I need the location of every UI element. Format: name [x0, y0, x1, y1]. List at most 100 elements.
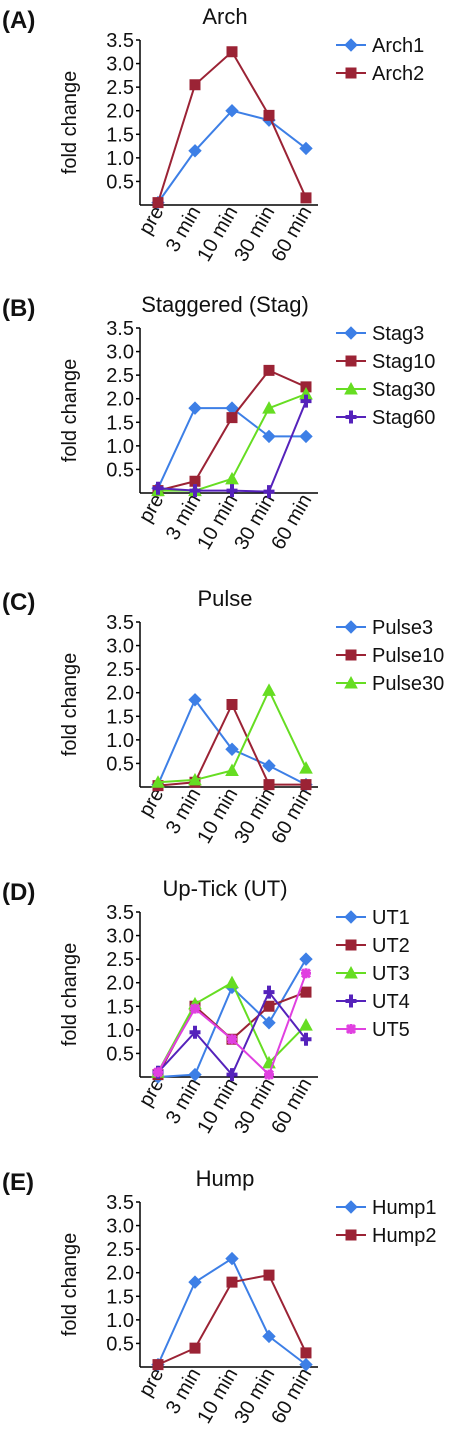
series-line	[157, 1273, 307, 1366]
data-point	[300, 779, 312, 791]
data-point	[263, 1269, 275, 1281]
panel-label: (A)	[2, 7, 35, 34]
y-tick-label: 1.0	[106, 1310, 134, 1332]
data-point	[151, 775, 165, 788]
data-point	[226, 46, 238, 58]
y-tick-label: 2.5	[106, 365, 134, 387]
legend-label: UT4	[372, 991, 410, 1013]
y-axis-label: fold change	[59, 653, 81, 756]
data-point	[300, 968, 312, 979]
y-tick-label: 3.0	[106, 1216, 134, 1238]
data-point	[225, 104, 239, 118]
data-point	[262, 1016, 276, 1030]
data-point	[263, 109, 275, 121]
y-axis-label: fold change	[59, 943, 81, 1046]
y-tick-label: 3.5	[106, 318, 134, 340]
y-tick-label: 1.5	[106, 1286, 134, 1308]
y-tick-label: 3.0	[106, 54, 134, 76]
legend-label: UT3	[372, 963, 410, 985]
y-tick-label: 3.0	[106, 926, 134, 948]
chart-title: Staggered (Stag)	[141, 292, 309, 317]
data-point	[299, 1357, 313, 1372]
chart-title: Hump	[196, 1166, 255, 1191]
data-point	[189, 1003, 201, 1014]
legend-label: UT2	[372, 935, 410, 957]
data-point	[188, 693, 202, 707]
legend-label: Stag60	[372, 407, 435, 429]
legend-label: Stag30	[372, 379, 435, 401]
data-point	[226, 1068, 238, 1082]
data-point	[299, 429, 313, 444]
chart-title: Arch	[202, 4, 247, 29]
data-point	[344, 326, 358, 340]
data-point	[345, 1229, 357, 1241]
y-tick-label: 2.0	[106, 101, 134, 123]
data-point	[189, 79, 201, 91]
panel-label: (D)	[2, 879, 35, 906]
data-point	[262, 1329, 276, 1344]
panel-label: (C)	[2, 589, 35, 616]
data-point	[345, 649, 357, 661]
data-point	[345, 410, 357, 424]
data-point	[189, 484, 201, 498]
legend-label: UT1	[372, 907, 410, 929]
data-point	[263, 485, 275, 499]
data-point	[344, 38, 358, 52]
y-tick-label: 2.5	[106, 1239, 134, 1261]
y-tick-label: 2.5	[106, 77, 134, 99]
data-point	[345, 355, 357, 367]
data-point	[300, 1347, 312, 1359]
data-point	[300, 192, 312, 204]
y-tick-label: 1.5	[106, 124, 134, 146]
y-axis-label: fold change	[59, 1233, 81, 1336]
data-point	[226, 412, 238, 424]
y-tick-label: 1.5	[106, 412, 134, 434]
y-tick-label: 2.0	[106, 389, 134, 411]
data-point	[226, 699, 238, 710]
data-point	[188, 772, 202, 786]
data-point	[189, 1342, 201, 1354]
data-point	[344, 965, 358, 979]
data-point	[263, 779, 275, 791]
y-tick-label: 2.5	[106, 659, 134, 681]
y-tick-label: 0.5	[106, 753, 134, 775]
panel-label: (E)	[2, 1169, 34, 1196]
legend-label: Arch1	[372, 35, 424, 57]
legend-label: Pulse10	[372, 645, 444, 667]
legend-label: UT5	[372, 1019, 410, 1041]
data-point	[152, 1359, 164, 1371]
data-point	[263, 364, 275, 376]
y-tick-label: 2.0	[106, 683, 134, 705]
y-tick-label: 0.5	[106, 1333, 134, 1355]
data-point	[345, 939, 357, 951]
data-point	[299, 1018, 313, 1031]
panel: (C) Pulse fold change 0.51.01.52.02.53.03.5…	[2, 586, 444, 847]
data-point	[300, 394, 312, 408]
data-point	[189, 475, 201, 487]
data-point	[152, 1067, 164, 1078]
data-point	[300, 381, 312, 393]
y-tick-label: 2.0	[106, 973, 134, 995]
legend-label: Pulse30	[372, 673, 444, 695]
series-line	[157, 1257, 307, 1366]
y-tick-label: 3.5	[106, 612, 134, 634]
y-tick-label: 3.0	[106, 342, 134, 364]
y-tick-label: 1.5	[106, 996, 134, 1018]
panel: (D) Up-Tick (UT) fold change 0.51.01.52.02.…	[2, 876, 410, 1137]
y-tick-label: 1.0	[106, 148, 134, 170]
y-tick-label: 0.5	[106, 171, 134, 193]
y-tick-label: 3.5	[106, 30, 134, 52]
series-line	[157, 109, 307, 204]
y-tick-label: 3.5	[106, 1192, 134, 1214]
data-point	[152, 481, 164, 495]
panel-label: (B)	[2, 295, 35, 322]
y-tick-label: 3.0	[106, 636, 134, 658]
data-point	[263, 985, 275, 999]
y-tick-label: 1.0	[106, 436, 134, 458]
y-axis-label: fold change	[59, 71, 81, 174]
legend-label: Arch2	[372, 63, 424, 85]
y-tick-label: 1.5	[106, 706, 134, 728]
data-point	[226, 484, 238, 498]
